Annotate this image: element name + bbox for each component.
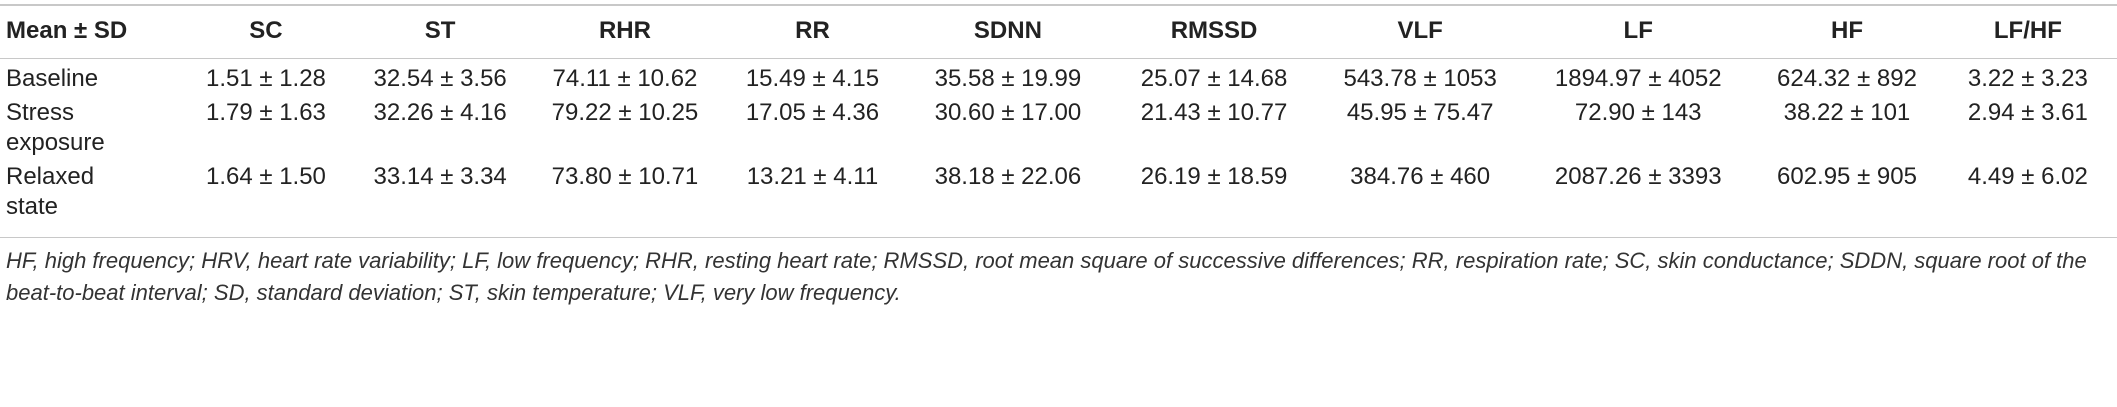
row-label-line: Stress xyxy=(6,99,75,126)
row-label: Stress exposure xyxy=(0,94,184,158)
table-cell: 624.32 ± 892 xyxy=(1777,65,1917,92)
table-cell: 38.22 ± 101 xyxy=(1783,99,1911,126)
table-cell: 2.94 ± 3.61 xyxy=(1967,99,2088,126)
table-cell: 38.18 ± 22.06 xyxy=(934,163,1082,190)
table-row: Relaxed state 1.64 ± 1.50 33.14 ± 3.34 73… xyxy=(0,158,2117,222)
table-cell: 4.49 ± 6.02 xyxy=(1967,163,2088,190)
header-cell: LF xyxy=(1623,17,1653,44)
table-cell: 13.21 ± 4.11 xyxy=(746,163,879,190)
table-cell: 384.76 ± 460 xyxy=(1350,163,1491,190)
table-cell: 45.95 ± 75.47 xyxy=(1346,99,1494,126)
header-cell: ST xyxy=(424,17,456,44)
header-cell: LF/HF xyxy=(1993,17,2062,44)
table-row: Stress exposure 1.79 ± 1.63 32.26 ± 4.16 … xyxy=(0,94,2117,158)
header-cell: VLF xyxy=(1397,17,1443,44)
table-row: Baseline 1.51 ± 1.28 32.54 ± 3.56 74.11 … xyxy=(0,54,2117,94)
table-cell: 79.22 ± 10.25 xyxy=(551,99,699,126)
header-cell: SC xyxy=(249,17,283,44)
table-cell: 1.64 ± 1.50 xyxy=(205,163,326,190)
row-label: Baseline xyxy=(0,54,184,94)
table-cell: 2087.26 ± 3393 xyxy=(1554,163,1722,190)
row-label-line: state xyxy=(6,193,59,220)
table-cell: 1.51 ± 1.28 xyxy=(205,65,326,92)
bottom-rule xyxy=(0,237,2117,238)
table-cell: 3.22 ± 3.23 xyxy=(1967,65,2088,92)
table-cell: 73.80 ± 10.71 xyxy=(551,163,699,190)
header-cell: RR xyxy=(795,17,830,44)
row-label: Relaxed state xyxy=(0,158,184,222)
header-cell: SDNN xyxy=(973,17,1042,44)
header-rule xyxy=(0,58,2117,59)
table-cell: 17.05 ± 4.36 xyxy=(745,99,880,126)
table-cell: 1.79 ± 1.63 xyxy=(205,99,326,126)
table-cell: 32.54 ± 3.56 xyxy=(373,65,507,92)
table-cell: 74.11 ± 10.62 xyxy=(552,65,698,92)
row-label-line: exposure xyxy=(6,129,105,156)
header-cell: Mean ± SD xyxy=(6,17,128,44)
row-label-line: Relaxed xyxy=(6,163,95,190)
table-cell: 543.78 ± 1053 xyxy=(1343,65,1497,92)
table-cell: 30.60 ± 17.00 xyxy=(934,99,1082,126)
statistics-table: Mean ± SD SC ST RHR RR SDNN RMSSD VLF LF… xyxy=(0,8,2117,222)
header-cell: RHR xyxy=(598,17,651,44)
header-cell: RMSSD xyxy=(1170,17,1258,44)
table-cell: 32.26 ± 4.16 xyxy=(373,99,507,126)
table-cell: 26.19 ± 18.59 xyxy=(1140,163,1288,190)
table-cell: 35.58 ± 19.99 xyxy=(934,65,1082,92)
table-cell: 15.49 ± 4.15 xyxy=(745,65,880,92)
table-cell: 602.95 ± 905 xyxy=(1777,163,1917,190)
table-cell: 33.14 ± 3.34 xyxy=(373,163,507,190)
top-rule xyxy=(0,4,2117,6)
row-label-line: Baseline xyxy=(6,65,99,92)
table-cell: 1894.97 ± 4052 xyxy=(1554,65,1722,92)
table-cell: 72.90 ± 143 xyxy=(1574,99,1702,126)
header-row: Mean ± SD SC ST RHR RR SDNN RMSSD VLF LF… xyxy=(0,8,2117,54)
table-footnote: HF, high frequency; HRV, heart rate vari… xyxy=(6,248,2087,305)
header-cell: HF xyxy=(1830,17,1863,44)
table-cell: 25.07 ± 14.68 xyxy=(1140,65,1288,92)
table-cell: 21.43 ± 10.77 xyxy=(1140,99,1288,126)
